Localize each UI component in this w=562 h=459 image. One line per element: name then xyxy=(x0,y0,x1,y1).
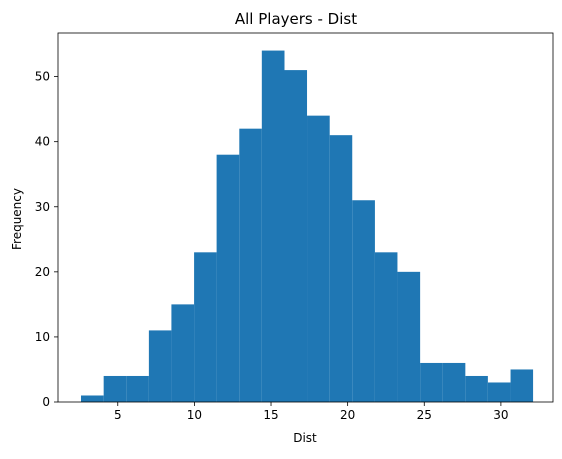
histogram-bar-9 xyxy=(284,70,308,402)
y-tick-label-40: 40 xyxy=(35,135,50,149)
x-tick-label-10: 10 xyxy=(187,408,202,422)
plot-frame xyxy=(57,32,554,403)
histogram-bar-0 xyxy=(80,395,104,402)
histogram-bar-19 xyxy=(510,369,534,402)
x-tick-label-25: 25 xyxy=(417,408,432,422)
x-tick-label-30: 30 xyxy=(493,408,508,422)
x-tick-label-20: 20 xyxy=(340,408,355,422)
histogram-bar-18 xyxy=(487,382,511,402)
histogram-bar-5 xyxy=(194,252,217,402)
histogram-bar-15 xyxy=(420,362,443,402)
histogram-bar-2 xyxy=(126,375,149,402)
histogram-bar-8 xyxy=(261,50,285,402)
histogram-bar-11 xyxy=(329,135,353,403)
bars-layer xyxy=(80,50,534,403)
x-axis-label: Dist xyxy=(293,431,317,445)
y-tick-label-10: 10 xyxy=(35,330,50,344)
axes-layer: 5 10 15 20 25 30 0 10 20 30 40 50 xyxy=(35,32,554,422)
histogram-bar-13 xyxy=(374,252,398,402)
histogram-bar-17 xyxy=(465,375,488,402)
histogram-bar-16 xyxy=(442,362,466,402)
y-tick-label-50: 50 xyxy=(35,70,50,84)
histogram-bar-4 xyxy=(171,304,195,402)
histogram-bar-1 xyxy=(103,375,127,402)
histogram-bar-12 xyxy=(352,200,375,402)
y-tick-label-0: 0 xyxy=(42,395,50,409)
histogram-bar-7 xyxy=(239,128,262,403)
histogram-bar-6 xyxy=(216,154,240,402)
histogram-bar-14 xyxy=(397,271,421,402)
chart-title: All Players - Dist xyxy=(235,10,357,28)
x-tick-label-5: 5 xyxy=(114,408,122,422)
y-tick-label-30: 30 xyxy=(35,200,50,214)
y-tick-label-20: 20 xyxy=(35,265,50,279)
x-tick-label-15: 15 xyxy=(263,408,278,422)
histogram-bar-3 xyxy=(148,330,172,402)
y-axis-label: Frequency xyxy=(10,188,24,250)
histogram-bar-10 xyxy=(307,115,330,403)
